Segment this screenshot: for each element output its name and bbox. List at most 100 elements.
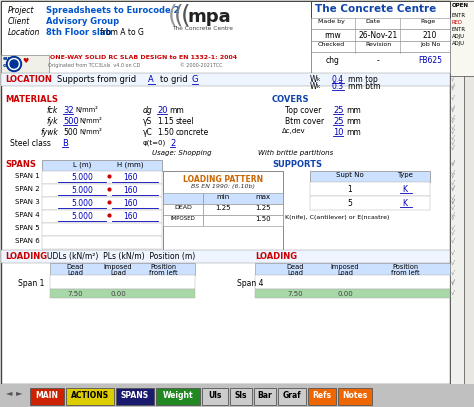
Text: 8th Floor slab: 8th Floor slab — [46, 28, 111, 37]
Text: √: √ — [451, 95, 455, 100]
Text: 1: 1 — [347, 185, 352, 194]
Text: UDLs (kN/m²)  PLs (kN/m)  Position (m): UDLs (kN/m²) PLs (kN/m) Position (m) — [47, 252, 195, 261]
Bar — [311, 1, 450, 73]
Text: √: √ — [451, 173, 455, 178]
Bar — [310, 196, 430, 210]
Bar — [0, 384, 474, 407]
Text: Job No: Job No — [420, 42, 440, 47]
Text: 160: 160 — [123, 212, 137, 221]
Text: Load: Load — [287, 270, 303, 276]
Text: Weight: Weight — [163, 391, 193, 400]
Text: √: √ — [451, 135, 455, 140]
Text: Revision: Revision — [365, 42, 391, 47]
Text: γC: γC — [143, 128, 153, 137]
Text: 5: 5 — [347, 199, 353, 208]
Text: ADJU: ADJU — [452, 41, 465, 46]
Text: MATERIALS: MATERIALS — [5, 95, 58, 104]
Bar — [203, 204, 283, 215]
Text: Checked: Checked — [318, 42, 345, 47]
Text: SPAN 1: SPAN 1 — [15, 173, 40, 179]
Text: Made by: Made by — [318, 19, 345, 24]
Text: 7.50: 7.50 — [67, 291, 83, 297]
Bar — [42, 236, 162, 249]
Text: √: √ — [451, 129, 455, 134]
Text: SPAN 2: SPAN 2 — [15, 186, 40, 192]
Text: 26-Nov-21: 26-Nov-21 — [358, 31, 398, 40]
Text: φ(t=0): φ(t=0) — [143, 139, 166, 145]
Text: Load: Load — [110, 270, 126, 276]
Text: chg: chg — [326, 56, 340, 65]
Text: Originated from TCC3Lsls  v4.0 on CD: Originated from TCC3Lsls v4.0 on CD — [48, 63, 140, 68]
Text: 160: 160 — [123, 173, 137, 182]
Bar — [30, 388, 64, 405]
Text: min: min — [216, 194, 229, 200]
Bar — [163, 204, 203, 215]
Text: ♥: ♥ — [22, 58, 28, 64]
Text: Load: Load — [337, 270, 353, 276]
Bar — [116, 388, 154, 405]
Bar — [42, 184, 162, 197]
Text: N/mm²: N/mm² — [79, 128, 102, 135]
Text: Date: Date — [365, 19, 380, 24]
Text: Δc,dev: Δc,dev — [282, 128, 306, 134]
Text: Page: Page — [420, 19, 435, 24]
Text: mpa: mpa — [188, 8, 232, 26]
Text: Position: Position — [392, 264, 418, 270]
Text: H (mm): H (mm) — [117, 161, 143, 168]
Text: √: √ — [451, 107, 455, 112]
Text: max: max — [255, 194, 271, 200]
Text: Imposed: Imposed — [104, 264, 132, 270]
Text: N/mm²: N/mm² — [79, 117, 102, 124]
Bar — [42, 160, 162, 171]
Text: -: - — [377, 56, 379, 65]
Bar — [163, 171, 283, 250]
Text: SPAN 4: SPAN 4 — [15, 212, 40, 218]
Text: mm: mm — [346, 117, 361, 126]
Text: 1.50: 1.50 — [255, 216, 271, 222]
Text: The Concrete Centre: The Concrete Centre — [172, 26, 233, 31]
Text: Advisory Group: Advisory Group — [46, 17, 119, 26]
Text: Btm cover: Btm cover — [285, 117, 324, 126]
Bar — [311, 18, 450, 29]
Text: Top cover: Top cover — [285, 106, 321, 115]
Bar — [308, 388, 336, 405]
Text: Dead: Dead — [66, 264, 84, 270]
Text: Type: Type — [397, 172, 413, 178]
Text: mm: mm — [346, 106, 361, 115]
Text: ◄: ◄ — [6, 388, 12, 397]
Text: 5.000: 5.000 — [71, 186, 93, 195]
Text: √: √ — [451, 85, 455, 90]
Text: SUPPORTS: SUPPORTS — [272, 160, 322, 169]
Text: γS: γS — [143, 117, 152, 126]
Bar — [66, 388, 114, 405]
Bar — [255, 289, 450, 298]
Text: √: √ — [451, 225, 455, 230]
Text: Client: Client — [8, 17, 30, 26]
Text: 500: 500 — [63, 128, 78, 137]
Text: FB625: FB625 — [418, 56, 442, 65]
Text: 10: 10 — [333, 128, 344, 137]
Text: K: K — [402, 199, 408, 208]
Text: Imposed: Imposed — [331, 264, 359, 270]
Circle shape — [7, 57, 21, 72]
Text: Sls: Sls — [235, 391, 247, 400]
Text: fywk: fywk — [40, 128, 58, 137]
Text: DEAD: DEAD — [174, 205, 192, 210]
Text: N/mm²: N/mm² — [75, 106, 98, 113]
Text: 160: 160 — [123, 186, 137, 195]
Bar — [163, 193, 203, 204]
Text: Dead: Dead — [286, 264, 304, 270]
Text: √: √ — [451, 76, 455, 81]
Bar — [202, 388, 228, 405]
Text: LOADING: LOADING — [255, 252, 297, 261]
Text: √: √ — [451, 205, 455, 210]
Circle shape — [9, 59, 19, 70]
Text: 1.25: 1.25 — [215, 205, 231, 211]
Text: √: √ — [451, 290, 455, 295]
Text: k: k — [317, 84, 320, 89]
Text: ENTR: ENTR — [452, 13, 466, 18]
Text: 5.000: 5.000 — [71, 199, 93, 208]
Text: √: √ — [451, 186, 455, 191]
Text: 0.00: 0.00 — [110, 291, 126, 297]
Text: √: √ — [451, 215, 455, 220]
